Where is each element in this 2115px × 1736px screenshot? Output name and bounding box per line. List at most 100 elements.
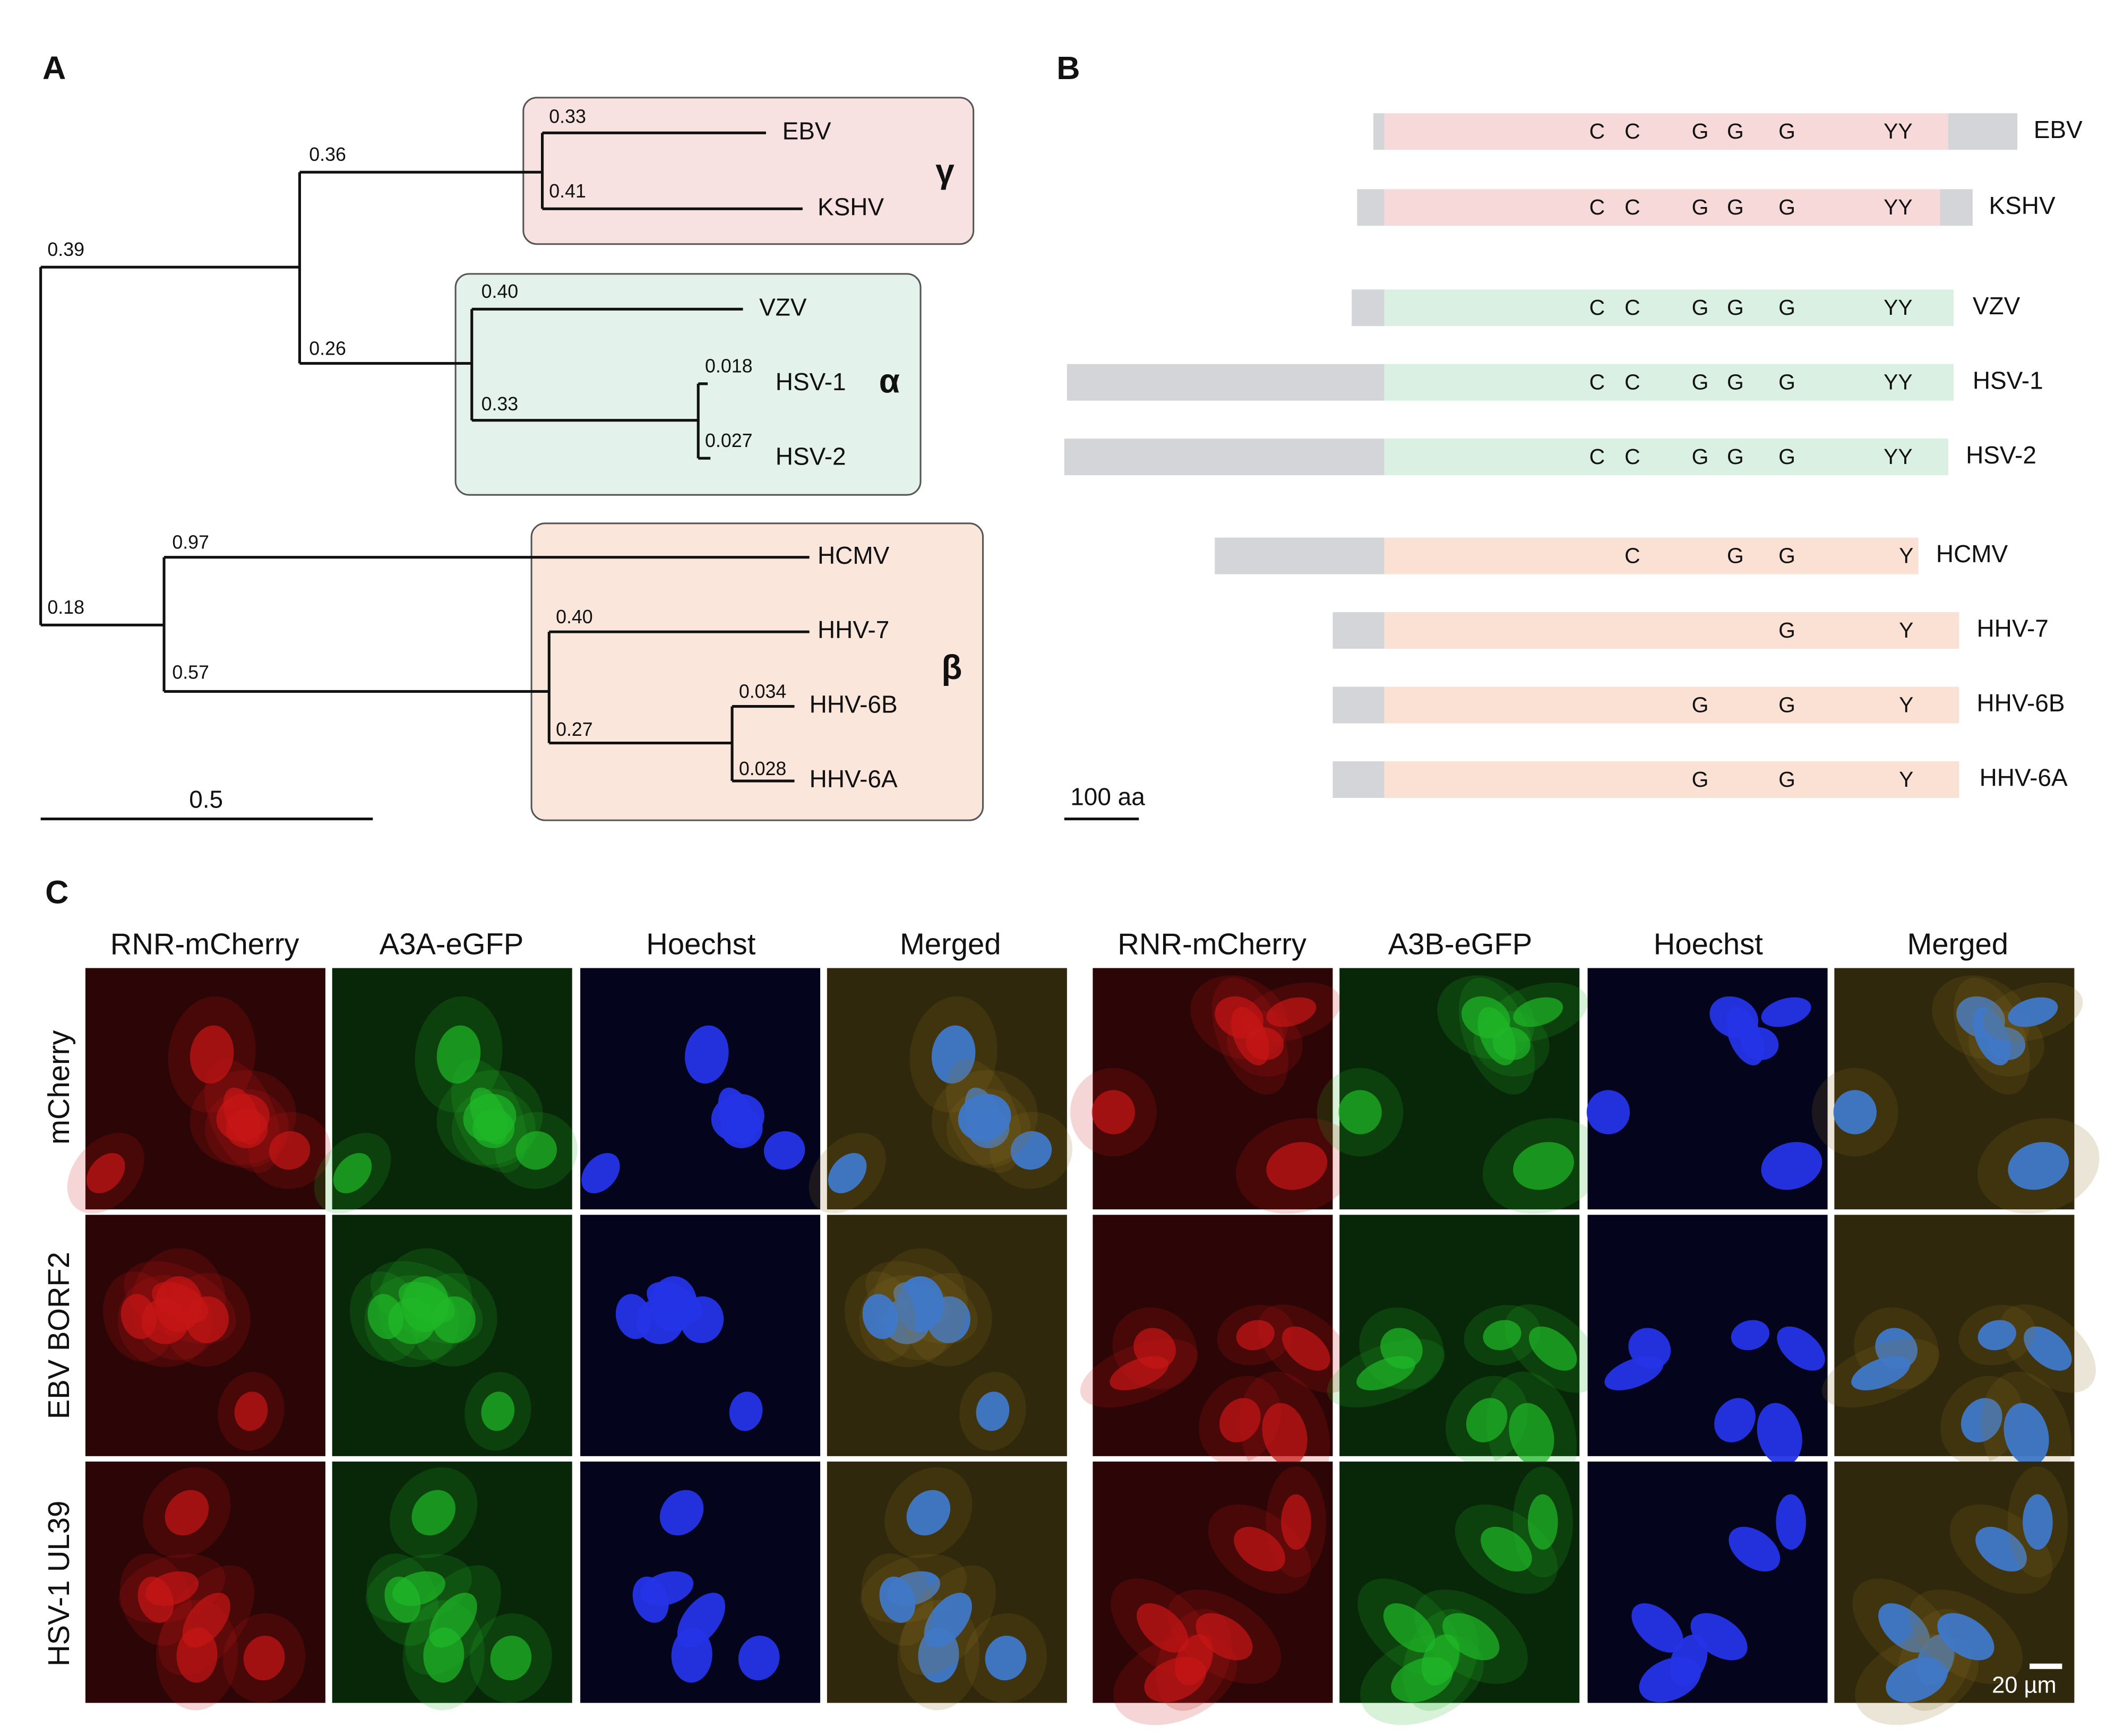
micrograph — [1317, 968, 1605, 1214]
residue: G — [1778, 195, 1795, 219]
extension — [1332, 686, 1385, 724]
nucleus — [1196, 1613, 1253, 1661]
micrograph — [314, 968, 578, 1214]
nucleus — [1961, 1398, 2002, 1442]
residue: C — [1589, 119, 1605, 143]
column-header: RNR-mCherry — [1117, 927, 1306, 960]
nucleus — [2008, 997, 2058, 1027]
leaf-label: VZV — [759, 293, 807, 321]
micrograph — [332, 1462, 572, 1711]
domain — [1384, 537, 1919, 574]
nucleus — [1726, 1007, 1764, 1065]
micrograph — [809, 968, 1072, 1214]
protein-label: KSHV — [1989, 192, 2055, 219]
protein-label: VZV — [1973, 292, 2021, 320]
micrograph — [580, 1462, 821, 1703]
residue: G — [1727, 295, 1744, 320]
residue: G — [1692, 692, 1709, 717]
extension — [1940, 189, 1973, 226]
micrograph — [67, 968, 331, 1214]
domain — [1384, 364, 1954, 401]
nucleus — [436, 1025, 481, 1084]
branch-length: 0.41 — [549, 181, 586, 202]
nucleus — [1513, 997, 1563, 1027]
micrograph — [1080, 1215, 1354, 1498]
branch-length: 0.27 — [556, 719, 593, 740]
tree — [39, 131, 1139, 821]
residue: G — [1692, 295, 1709, 320]
column-header: RNR-mCherry — [110, 927, 299, 960]
protein-label: HHV-6B — [1977, 689, 2065, 717]
micrograph — [580, 1215, 821, 1456]
nucleus — [677, 1593, 726, 1648]
residue: G — [1778, 295, 1795, 320]
nucleus — [2024, 1326, 2072, 1371]
nucleus — [190, 1025, 234, 1084]
branch-length: 0.39 — [47, 239, 84, 260]
nucleus — [931, 1025, 976, 1084]
residue: G — [1778, 444, 1795, 469]
clade-label: β — [941, 648, 962, 686]
nucleus — [1978, 1320, 2016, 1351]
domain — [1384, 439, 1948, 476]
residue: C — [1589, 444, 1605, 469]
residue: C — [1589, 295, 1605, 320]
nucleus — [411, 1490, 455, 1536]
residue: YY — [1884, 444, 1913, 469]
residue: G — [1692, 370, 1709, 394]
micrograph — [1093, 1462, 1333, 1725]
panel-label: C — [45, 874, 68, 910]
nucleus — [1851, 1356, 1911, 1390]
nucleus — [659, 1490, 704, 1536]
nucleus — [165, 1490, 209, 1536]
residue: C — [1624, 370, 1640, 394]
residue: Y — [1899, 618, 1913, 642]
residue: Y — [1899, 767, 1913, 792]
residue: YY — [1884, 119, 1913, 143]
nucleus — [367, 1294, 403, 1339]
nucleus — [1144, 1657, 1206, 1703]
nucleus — [650, 1276, 697, 1333]
nucleus — [86, 1153, 125, 1193]
nucleus — [1466, 1398, 1508, 1442]
branch-length: 0.57 — [172, 662, 209, 683]
nucleus — [738, 1636, 780, 1681]
nucleus — [1586, 1090, 1630, 1135]
row-label: mCherry — [42, 1030, 75, 1145]
nucleus — [384, 1576, 421, 1623]
nucleus — [1528, 1326, 1577, 1371]
residue: YY — [1884, 370, 1913, 394]
nucleus — [2004, 1403, 2049, 1466]
nucleus — [1091, 1090, 1135, 1135]
branch-length: 0.027 — [705, 430, 752, 451]
nucleus — [1281, 1494, 1311, 1550]
residue: G — [1692, 444, 1709, 469]
nucleus — [1886, 1657, 1948, 1703]
extension — [1067, 364, 1385, 401]
gamma-box — [522, 97, 975, 245]
residue: G — [1778, 543, 1795, 568]
nucleus — [481, 1391, 515, 1431]
branch-length: 0.97 — [172, 532, 209, 553]
protein-label: HSV-1 — [1973, 366, 2043, 394]
micrograph — [1811, 968, 2100, 1214]
protein-label: HHV-6A — [1980, 764, 2068, 792]
nucleus — [1513, 1142, 1575, 1190]
extension — [1357, 189, 1385, 226]
leaf-label: KSHV — [818, 193, 884, 220]
row-label: HSV-1 UL39 — [42, 1501, 75, 1666]
nucleus — [1690, 1613, 1748, 1661]
nucleus — [828, 1153, 867, 1193]
leaf-label: HHV-7 — [818, 616, 889, 643]
residue: C — [1624, 119, 1640, 143]
micrograph — [1821, 1215, 2096, 1498]
residue: G — [1778, 692, 1795, 717]
branch-length: 0.33 — [482, 393, 519, 415]
extension — [1948, 113, 2018, 150]
domain — [1384, 113, 1948, 150]
nucleus — [1833, 1090, 1877, 1135]
residue: Y — [1899, 692, 1913, 717]
residue: YY — [1884, 195, 1913, 219]
